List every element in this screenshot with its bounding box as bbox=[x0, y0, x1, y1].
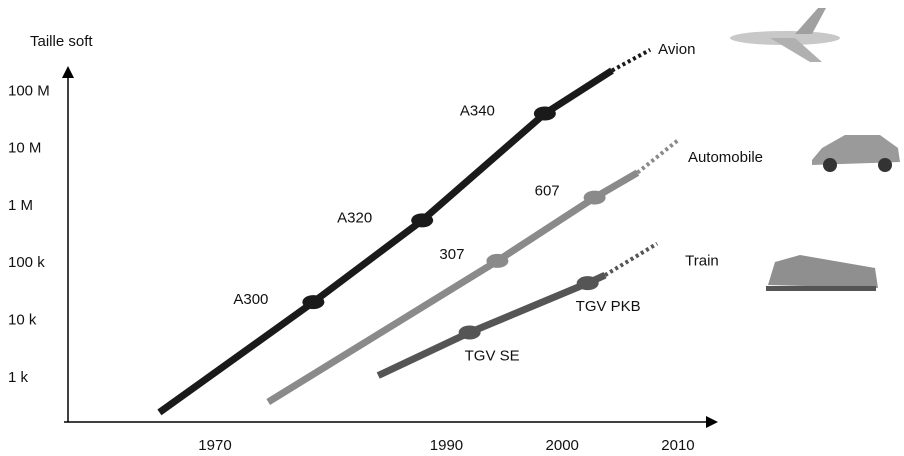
x-tick-label: 2000 bbox=[546, 437, 579, 454]
milestone-label: A320 bbox=[337, 209, 372, 226]
milestone-label: A340 bbox=[460, 102, 495, 119]
series-line bbox=[266, 169, 640, 405]
x-tick-label: 2010 bbox=[661, 437, 694, 454]
y-tick-label: 100 k bbox=[8, 254, 45, 271]
plane-icon bbox=[730, 8, 840, 62]
milestone-marker bbox=[533, 106, 556, 121]
milestone-marker bbox=[486, 253, 509, 268]
series-name: Train bbox=[685, 253, 719, 270]
milestone-marker bbox=[411, 213, 434, 228]
y-tick-label: 1 k bbox=[8, 369, 29, 386]
car-icon bbox=[812, 135, 900, 172]
y-tick-label: 10 M bbox=[8, 140, 41, 157]
series-line bbox=[157, 67, 614, 416]
x-tick-label: 1970 bbox=[198, 437, 231, 454]
y-tick-label: 1 M bbox=[8, 197, 33, 214]
y-tick-label: 100 M bbox=[8, 82, 50, 99]
milestone-marker bbox=[576, 276, 599, 291]
x-tick-label: 1990 bbox=[430, 437, 463, 454]
milestone-marker bbox=[302, 295, 325, 310]
milestone-marker bbox=[458, 325, 481, 340]
milestone-label: TGV PKB bbox=[576, 298, 641, 315]
milestone-marker bbox=[583, 190, 606, 205]
milestone-label: 307 bbox=[439, 246, 464, 263]
milestone-label: TGV SE bbox=[465, 347, 520, 364]
milestone-label: A300 bbox=[233, 291, 268, 308]
series-name: Avion bbox=[658, 41, 695, 58]
projection-line bbox=[636, 138, 680, 175]
projection-line bbox=[611, 48, 652, 73]
projection-line bbox=[604, 241, 659, 277]
y-tick-label: 10 k bbox=[8, 312, 37, 329]
milestone-label: 607 bbox=[535, 183, 560, 200]
train-icon bbox=[766, 255, 878, 291]
y-axis-label: Taille soft bbox=[30, 33, 93, 50]
series-name: Automobile bbox=[688, 149, 763, 166]
